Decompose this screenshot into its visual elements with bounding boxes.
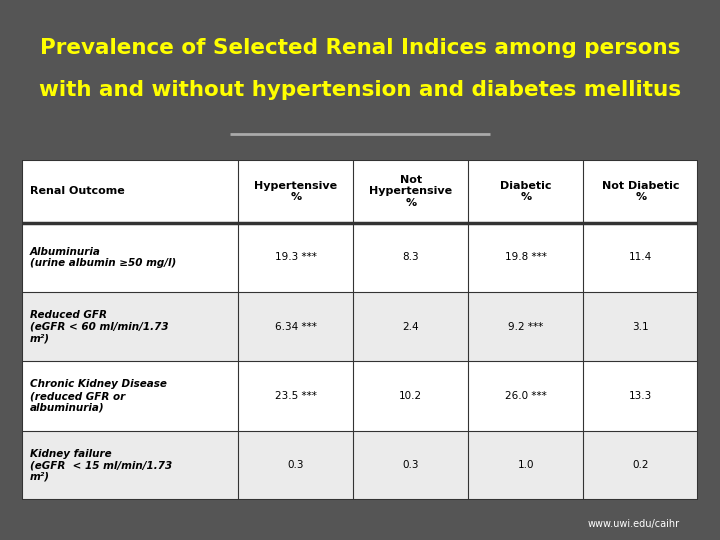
Text: Kidney failure
(eGFR  < 15 ml/min/1.73
m²): Kidney failure (eGFR < 15 ml/min/1.73 m²… (30, 449, 172, 482)
Text: 9.2 ***: 9.2 *** (508, 322, 544, 332)
Text: 0.3: 0.3 (287, 461, 304, 470)
Text: Not
Hypertensive
%: Not Hypertensive % (369, 175, 452, 208)
Text: 10.2: 10.2 (399, 391, 423, 401)
Bar (22, 292, 698, 361)
Text: 8.3: 8.3 (402, 252, 419, 262)
Text: 19.3 ***: 19.3 *** (275, 252, 317, 262)
Text: 11.4: 11.4 (629, 252, 652, 262)
Text: 6.34 ***: 6.34 *** (275, 322, 317, 332)
Bar (22, 160, 698, 223)
Text: Renal Outcome: Renal Outcome (30, 186, 125, 197)
Text: with and without hypertension and diabetes mellitus: with and without hypertension and diabet… (39, 79, 681, 99)
Text: www.uwi.edu/caihr: www.uwi.edu/caihr (588, 519, 680, 529)
Text: 13.3: 13.3 (629, 391, 652, 401)
Text: 0.2: 0.2 (633, 461, 649, 470)
Bar (22, 223, 698, 292)
Text: Prevalence of Selected Renal Indices among persons: Prevalence of Selected Renal Indices amo… (40, 38, 680, 58)
Bar (22, 361, 698, 431)
Text: 1.0: 1.0 (518, 461, 534, 470)
Text: 2.4: 2.4 (402, 322, 419, 332)
Text: Reduced GFR
(eGFR < 60 ml/min/1.73
m²): Reduced GFR (eGFR < 60 ml/min/1.73 m²) (30, 310, 168, 343)
Text: Diabetic
%: Diabetic % (500, 180, 552, 202)
Text: 3.1: 3.1 (633, 322, 649, 332)
Text: Chronic Kidney Disease
(reduced GFR or
albuminuria): Chronic Kidney Disease (reduced GFR or a… (30, 380, 166, 413)
Text: Not Diabetic
%: Not Diabetic % (602, 180, 680, 202)
Text: Hypertensive
%: Hypertensive % (254, 180, 337, 202)
Text: Albuminuria
(urine albumin ≥50 mg/l): Albuminuria (urine albumin ≥50 mg/l) (30, 247, 176, 268)
Text: 19.8 ***: 19.8 *** (505, 252, 546, 262)
Bar (22, 431, 698, 500)
Text: 0.3: 0.3 (402, 461, 419, 470)
Text: 26.0 ***: 26.0 *** (505, 391, 546, 401)
Text: 23.5 ***: 23.5 *** (275, 391, 317, 401)
